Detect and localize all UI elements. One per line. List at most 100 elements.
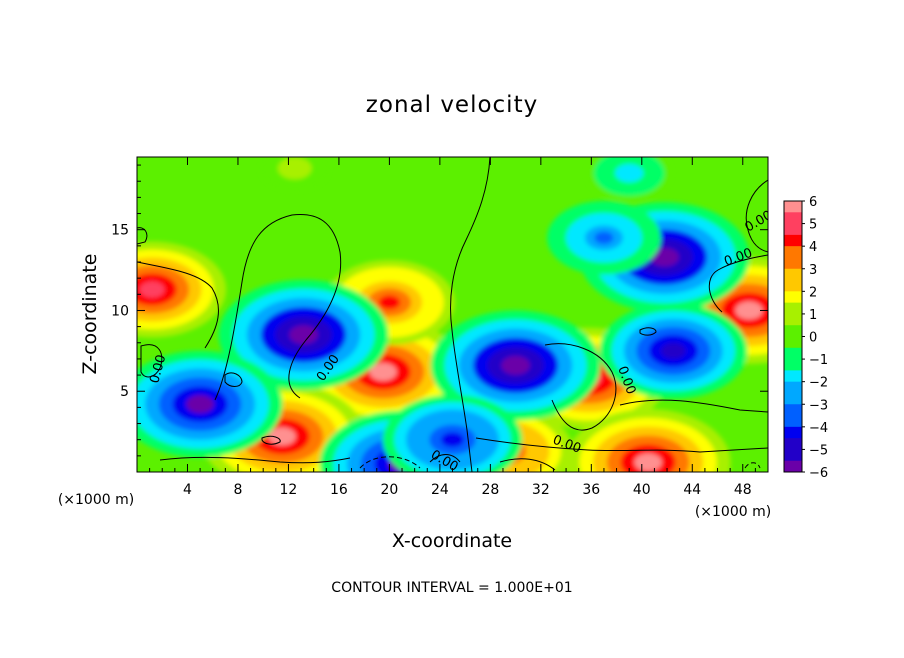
colorbar-cell (784, 404, 802, 417)
y-tick-label: 15 (111, 223, 129, 239)
colorbar-cell (784, 381, 802, 394)
colorbar-cell (784, 201, 802, 213)
colorbar-label: −4 (809, 421, 828, 436)
x-unit-label: (×1000 m) (695, 504, 771, 520)
colorbar-label: −1 (809, 353, 828, 368)
zero-contour (140, 344, 163, 378)
x-tick-label: 24 (431, 482, 449, 498)
x-tick-label: 40 (633, 482, 651, 498)
colorbar-label: 0 (809, 331, 817, 346)
y-tick-label: 5 (120, 384, 129, 400)
x-tick-label: 28 (481, 482, 499, 498)
colorbar-label: −5 (809, 443, 828, 458)
field-blob (268, 427, 296, 446)
x-tick-label: 8 (233, 482, 242, 498)
zero-contour (475, 437, 768, 453)
colorbar-cell (784, 291, 802, 304)
colorbar-cell (784, 449, 802, 462)
zero-contour (745, 179, 768, 253)
velocity-field (137, 157, 768, 472)
x-tick-label: 4 (183, 482, 192, 498)
colorbar-label: −6 (809, 466, 828, 481)
field-blob (378, 295, 401, 310)
x-tick-label: 12 (280, 482, 298, 498)
zero-contour (639, 327, 657, 336)
field-blob (594, 231, 614, 244)
contour-label: 0.00 (147, 353, 169, 385)
colorbar-cell (784, 223, 802, 236)
zero-contour (137, 227, 148, 245)
colorbar-cell (784, 438, 802, 450)
colorbar-cell (784, 302, 802, 315)
x-tick-label: 48 (734, 482, 752, 498)
zero-contour (359, 456, 421, 469)
x-tick-label: 20 (380, 482, 398, 498)
colorbar-cell (784, 392, 802, 405)
field-blob (650, 247, 679, 267)
colorbar: 6 5 4 3 2 1 0 −1 −2 −3 −4 −5 −6 (783, 195, 828, 481)
colorbar-label: 1 (809, 308, 817, 323)
y-axis-label: Z-coordinate (79, 254, 101, 375)
field-blob (289, 164, 301, 173)
field-blob (735, 301, 763, 320)
zero-contour (619, 399, 768, 413)
chart-title: zonal velocity (366, 92, 538, 118)
x-tick-label: 16 (330, 482, 348, 498)
colorbar-cell (784, 460, 802, 473)
zero-contour (544, 343, 617, 431)
field-blob (186, 395, 214, 414)
colorbar-labels: 6 5 4 3 2 1 0 −1 −2 −3 −4 −5 −6 (802, 195, 828, 481)
field-blob (634, 453, 662, 472)
x-axis-label: X-coordinate (392, 530, 512, 552)
colorbar-label: 3 (809, 263, 817, 278)
zero-contour (499, 458, 556, 471)
field-blob (289, 325, 318, 344)
contour-lines (137, 157, 768, 472)
zero-contour (450, 157, 491, 472)
zero-contour (744, 462, 761, 469)
zero-contour (159, 456, 351, 464)
field-blob (440, 432, 465, 448)
colorbar-cell (784, 359, 802, 371)
colorbar-cell (784, 257, 802, 270)
colorbar-label: 2 (809, 285, 817, 300)
contour-interval-note: CONTOUR INTERVAL = 1.000E+01 (331, 580, 572, 596)
y-tick-label: 10 (111, 303, 129, 319)
field-blob (369, 362, 397, 381)
colorbar-cell (784, 268, 802, 281)
x-tick-label: 32 (532, 482, 550, 498)
colorbar-cells (784, 201, 802, 473)
colorbar-cell (784, 370, 802, 383)
zero-contour (708, 254, 768, 313)
colorbar-label: −2 (809, 376, 828, 391)
colorbar-cell (784, 246, 802, 258)
z-unit-label: (×1000 m) (58, 492, 134, 508)
field-blob (661, 342, 686, 359)
colorbar-cell (784, 347, 802, 360)
colorbar-cell (784, 234, 802, 247)
colorbar-label: 5 (809, 218, 817, 233)
colorbar-cell (784, 212, 802, 225)
zero-contour (261, 435, 281, 445)
colorbar-label: −3 (809, 398, 828, 413)
field-blob (622, 168, 637, 178)
colorbar-cell (784, 415, 802, 428)
field-blob (139, 281, 165, 298)
colorbar-cell (784, 336, 802, 349)
zero-contour (429, 454, 461, 463)
zero-contour (224, 372, 243, 387)
plot-area: 0.00 0.00 0.00 0.00 0.00 0.00 0.00 (137, 157, 768, 472)
x-tick-label: 36 (582, 482, 600, 498)
colorbar-cell (784, 426, 802, 439)
zero-contour (214, 213, 342, 401)
colorbar-cell (784, 280, 802, 292)
x-tick-label: 44 (683, 482, 701, 498)
zero-contour (137, 261, 219, 349)
colorbar-label: 6 (809, 195, 817, 210)
colorbar-label: 4 (809, 240, 817, 255)
field-blob (501, 356, 530, 375)
colorbar-cell (784, 313, 802, 326)
colorbar-cell (784, 325, 802, 337)
